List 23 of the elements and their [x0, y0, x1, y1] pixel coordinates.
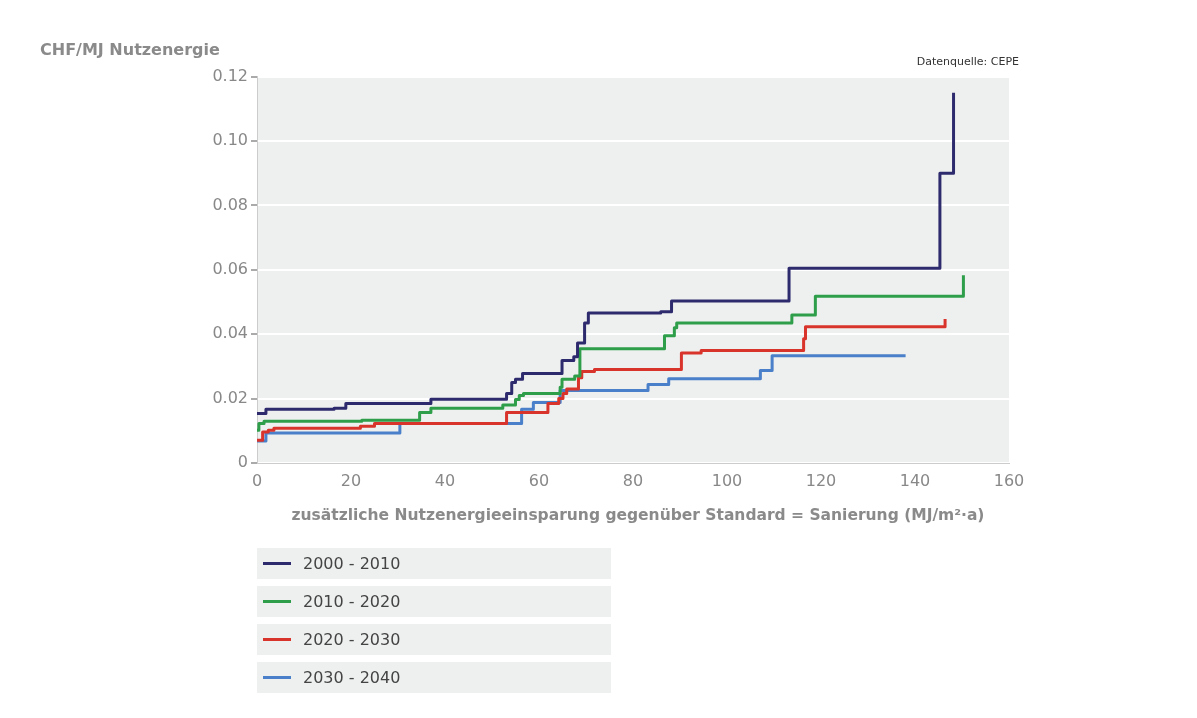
x-tick-label: 160 — [993, 470, 1025, 490]
x-tick-label: 20 — [340, 470, 362, 490]
legend-label: 2000 - 2010 — [303, 554, 401, 573]
y-tick-label: 0.08 — [212, 194, 248, 214]
y-tick-label: 0.12 — [212, 65, 248, 85]
legend-label: 2030 - 2040 — [303, 668, 401, 687]
x-tick-label: 0 — [251, 470, 263, 490]
x-tick-label: 40 — [434, 470, 456, 490]
x-tick-label: 80 — [622, 470, 644, 490]
x-tick-label: 120 — [805, 470, 837, 490]
y-tick-label: 0.04 — [212, 323, 248, 343]
y-tick-label: 0 — [237, 452, 248, 472]
x-tick-label: 140 — [899, 470, 931, 490]
x-tick-label: 100 — [711, 470, 743, 490]
y-tick-label: 0.02 — [212, 387, 248, 407]
x-axis-title: zusätzliche Nutzenergieeinsparung gegenüber Standard = Sanierung (MJ/m²·a) — [290, 506, 986, 524]
y-axis-title: CHF/MJ Nutzenergie — [40, 40, 220, 59]
text: Datenquelle: CEPE — [916, 55, 1019, 68]
y-tick-label: 0.06 — [212, 258, 248, 278]
legend-label: 2010 - 2020 — [303, 592, 401, 611]
legend-label: 2020 - 2030 — [303, 630, 401, 649]
y-tick-label: 0.10 — [212, 130, 248, 150]
x-tick-label: 60 — [528, 470, 550, 490]
